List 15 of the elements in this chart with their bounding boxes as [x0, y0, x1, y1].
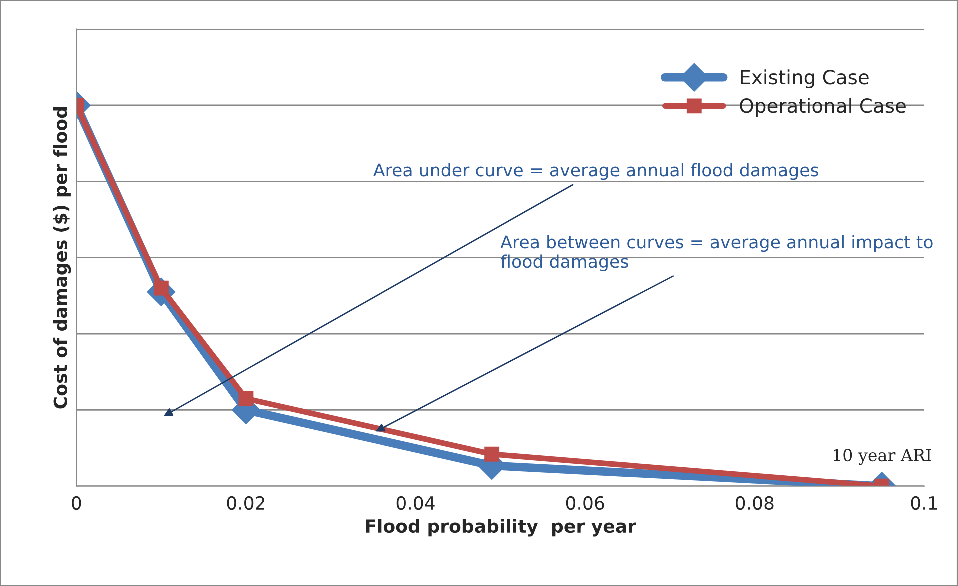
- annotation: Area under curve = average annual flood damages: [374, 163, 818, 180]
- x-tick-label: 0.1: [911, 496, 938, 510]
- x-tick-label: 0.08: [736, 496, 774, 510]
- x-tick-label: 0.04: [396, 496, 435, 510]
- annotation: Area between curves = average annual impact to flood damages: [500, 235, 933, 272]
- legend-label: Existing Case: [741, 70, 869, 88]
- x-tick-label: 0: [72, 496, 82, 510]
- point: [484, 446, 500, 462]
- x-tick-label: 0.02: [227, 496, 264, 510]
- x-axis-title: Flood probability per year: [366, 519, 636, 537]
- point: [238, 391, 254, 406]
- annotation: 10 year ARI: [834, 449, 932, 466]
- legend-label: Operational Case: [740, 98, 906, 118]
- y-axis-title: Cost of damages ($) per flood: [53, 108, 72, 409]
- x-tick-label: 0.06: [566, 496, 604, 510]
